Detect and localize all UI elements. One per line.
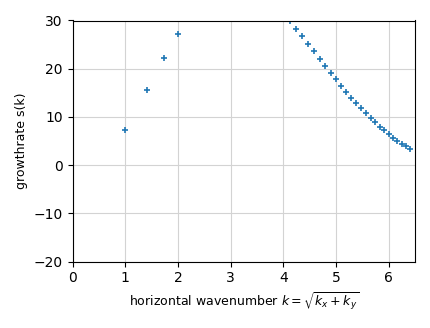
Y-axis label: growthrate s(k): growthrate s(k) [15,93,28,189]
X-axis label: horizontal wavenumber $k = \sqrt{k_x + k_y}$: horizontal wavenumber $k = \sqrt{k_x + k… [129,291,359,313]
